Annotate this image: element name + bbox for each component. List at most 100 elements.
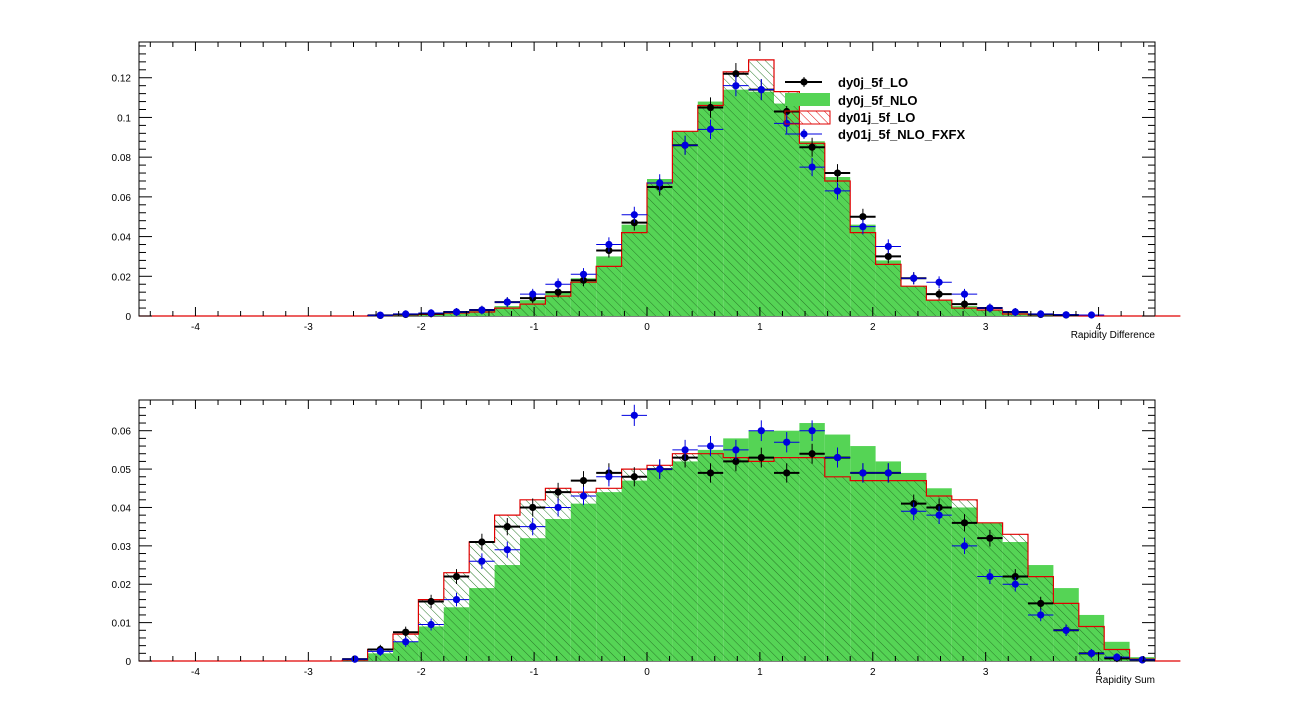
- fxfx-marker-point: [529, 290, 537, 298]
- lo01-hatch-bar: [621, 232, 647, 316]
- fxfx-marker-point: [833, 453, 842, 462]
- legend-marker-black: [800, 78, 808, 86]
- fxfx-marker-point: [732, 446, 740, 454]
- fxfx-marker-point: [1011, 308, 1019, 316]
- fxfx-marker-point: [706, 125, 715, 133]
- fxfx-marker-point: [757, 86, 765, 94]
- y-tick-label: 0.04: [112, 503, 132, 514]
- x-tick-label: 1: [757, 667, 763, 678]
- x-tick-label: 2: [870, 322, 876, 333]
- lo01-hatch-bar: [596, 266, 622, 316]
- x-tick-label: 3: [983, 667, 989, 678]
- fxfx-marker-point: [757, 427, 765, 435]
- y-tick-label: 0.02: [112, 580, 132, 591]
- fxfx-marker-point: [935, 511, 943, 519]
- fxfx-marker-point: [605, 240, 613, 249]
- lo01-hatch-bar: [850, 232, 876, 316]
- fxfx-marker-point: [579, 270, 588, 278]
- x-tick-label: -1: [530, 322, 539, 333]
- lo0-marker-point: [833, 169, 842, 177]
- legend-label: dy0j_5f_NLO: [838, 93, 917, 108]
- lo01-hatch-bar: [672, 453, 698, 661]
- fxfx-marker-point: [1062, 626, 1070, 634]
- legend-swatch-green: [785, 93, 830, 106]
- lo01-hatch-bar: [570, 282, 597, 316]
- x-tick-label: -4: [191, 667, 200, 678]
- lo01-hatch-bar: [977, 310, 1003, 316]
- lo0-marker-point: [732, 457, 740, 466]
- x-tick-label: 1: [757, 322, 763, 333]
- lo0-marker-point: [808, 450, 816, 458]
- fxfx-marker-point: [630, 411, 638, 419]
- lo0-marker-point: [706, 103, 715, 112]
- fxfx-marker-point: [605, 473, 613, 481]
- fxfx-marker-point: [783, 438, 791, 446]
- y-tick-label: 0.01: [112, 619, 132, 630]
- lo0-marker-point: [529, 503, 537, 512]
- lo01-hatch-bar: [494, 308, 520, 316]
- lo01-hatch-bar: [672, 131, 698, 316]
- fxfx-marker-point: [884, 242, 892, 251]
- fxfx-marker-point: [554, 503, 562, 512]
- x-tick-label: -3: [304, 667, 313, 678]
- fxfx-marker-point: [376, 311, 384, 319]
- lo01-hatch-bar: [723, 457, 749, 661]
- fxfx-marker-point: [732, 82, 740, 90]
- legend: dy0j_5f_LO dy0j_5f_NLO dy01j_5f_LO dy01j…: [784, 75, 965, 142]
- fxfx-marker-point: [529, 523, 537, 531]
- fxfx-marker-point: [706, 442, 715, 450]
- fxfx-marker-point: [376, 647, 384, 656]
- fxfx-marker-point: [960, 542, 969, 550]
- lo01-hatch-bar: [875, 480, 901, 661]
- legend-entry-dy01j-5f-lo: dy01j_5f_LO: [784, 110, 915, 125]
- lo0-marker-point: [757, 453, 765, 462]
- lo01-hatch-bar: [1002, 534, 1028, 661]
- lo01-hatch-bar: [926, 300, 952, 316]
- y-tick-label: 0.02: [112, 272, 132, 283]
- y-tick-label: 0.05: [112, 465, 132, 476]
- y-tick-label: 0.06: [112, 193, 132, 204]
- fxfx-marker-point: [503, 298, 511, 306]
- lo01-hatch-bar: [621, 469, 647, 661]
- lo01-hatch-bar: [545, 488, 571, 661]
- fxfx-marker-point: [1062, 311, 1070, 319]
- legend-entry-dy0j-5f-nlo: dy0j_5f_NLO: [785, 93, 917, 108]
- fxfx-marker-point: [1113, 653, 1121, 661]
- lo01-hatch-bar: [951, 308, 978, 316]
- lo01-hatch-bar: [570, 492, 597, 661]
- lo01-hatch-bar: [596, 488, 622, 661]
- x-tick-label: 3: [983, 322, 989, 333]
- x-tick-label: 0: [644, 322, 650, 333]
- lo01-hatch-bar: [799, 457, 825, 661]
- lo0-marker-point: [579, 477, 588, 485]
- lo0-marker-point: [732, 70, 740, 78]
- lo0-marker-point: [783, 469, 791, 477]
- legend-swatch-hatched: [784, 110, 831, 125]
- lo01-hatch-bar: [901, 286, 927, 316]
- lo01-hatch-bar: [748, 59, 774, 316]
- fxfx-marker-point: [503, 546, 511, 554]
- lo0-marker-point: [452, 572, 461, 581]
- x-tick-label: 4: [1096, 322, 1102, 333]
- fxfx-marker-point: [681, 141, 689, 149]
- y-tick-label: 0.08: [112, 153, 132, 164]
- lo01-hatch-bar: [774, 457, 800, 661]
- x-tick-label: 2: [870, 667, 876, 678]
- y-tick-label: 0.12: [112, 74, 132, 85]
- y-tick-label: 0.04: [112, 233, 132, 244]
- fxfx-marker-point: [681, 446, 689, 454]
- lo01-hatch-bar: [443, 572, 470, 661]
- lo0-marker-point: [706, 469, 715, 477]
- legend-marker-blue: [800, 130, 808, 138]
- x-tick-label: -4: [191, 322, 200, 333]
- x-tick-label: -1: [530, 667, 539, 678]
- fxfx-marker-point: [808, 163, 816, 171]
- lo0-marker-point: [808, 143, 816, 151]
- lo01-hatch-bar: [697, 105, 724, 317]
- fxfx-marker-point: [986, 572, 994, 581]
- x-tick-label: 4: [1096, 667, 1102, 678]
- fxfx-marker-point: [478, 557, 486, 565]
- lo01-hatch-bar: [748, 461, 774, 661]
- legend-entry-dy01j-5f-nlo-fxfx: dy01j_5f_NLO_FXFX: [785, 127, 965, 142]
